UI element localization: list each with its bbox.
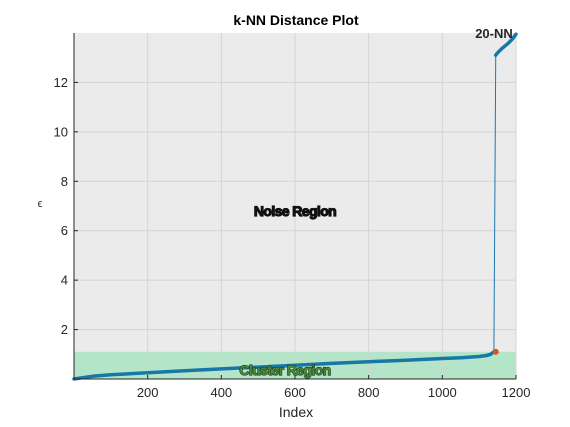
knee-vertical-line	[493, 55, 497, 352]
series-line-20nn	[72, 32, 518, 381]
y-tick-label-0: 2	[61, 322, 68, 337]
chart-title: k-NN Distance Plot	[233, 12, 359, 28]
y-tick-label-5: 12	[54, 75, 68, 90]
x-tick-label-5: 1200	[502, 385, 531, 400]
cluster-region-label: Cluster Region	[239, 362, 330, 378]
knee-point-marker	[492, 348, 499, 355]
x-axis-label: Index	[279, 404, 313, 420]
tick-labels: 200 400 600 800 1000 1200 2 4 6 8 10 12	[54, 75, 531, 400]
y-tick-label-4: 10	[54, 124, 68, 139]
x-tick-label-3: 800	[358, 385, 380, 400]
x-tick-label-0: 200	[137, 385, 159, 400]
series-annotation-20nn: 20-NN	[475, 26, 513, 41]
noise-region-label: Noise Region	[254, 203, 336, 219]
x-tick-label-1: 400	[210, 385, 232, 400]
y-tick-label-1: 4	[61, 273, 68, 288]
grid-lines	[74, 33, 517, 379]
axes	[73, 33, 517, 380]
y-tick-label-2: 6	[61, 223, 68, 238]
x-tick-label-4: 1000	[428, 385, 457, 400]
y-axis-label: ϵ	[38, 198, 43, 210]
x-tick-label-2: 600	[284, 385, 306, 400]
y-tick-label-3: 8	[61, 174, 68, 189]
